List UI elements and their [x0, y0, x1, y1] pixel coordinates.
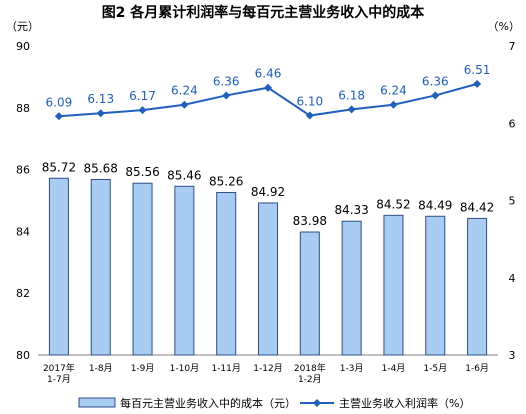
line-data-label: 6.17	[129, 89, 156, 103]
line-data-label: 6.09	[46, 95, 73, 109]
x-axis-tick-label: 1-10月	[170, 363, 199, 374]
line-point	[54, 112, 63, 121]
x-axis-tick-label: 2018年 1-2月	[294, 362, 326, 385]
line-point	[305, 111, 314, 120]
left-axis-tick-label: 80	[16, 349, 30, 362]
line-data-label: 6.10	[296, 95, 323, 109]
right-axis-unit: （%）	[488, 20, 520, 33]
line-data-label: 6.51	[464, 63, 491, 77]
right-axis-tick-label: 4	[509, 272, 516, 285]
left-axis-tick-label: 82	[16, 287, 30, 300]
bar-data-labels: 85.72 85.68 85.56 85.46 85.26 84.92 83.98 84.33…	[42, 160, 495, 228]
line-data-label: 6.24	[171, 84, 198, 98]
bar-data-label: 84.92	[251, 185, 285, 199]
line-data-labels: 6.09 6.13 6.17 6.24 6.36 6.46 6.10 6.18 6.24 6.36…	[46, 63, 491, 109]
line-point	[138, 106, 147, 115]
bar	[174, 185, 195, 356]
line-point	[389, 100, 398, 109]
bar	[299, 231, 320, 356]
bar-data-label: 85.72	[42, 160, 76, 174]
x-axis-tick-label: 1-4月	[382, 363, 406, 374]
bar-data-label: 84.33	[334, 203, 368, 217]
line-data-label: 6.46	[255, 67, 282, 81]
bar	[132, 182, 153, 356]
right-axis-tick-label: 5	[509, 195, 516, 208]
line-point	[473, 79, 482, 88]
bar	[216, 191, 237, 356]
line-data-label: 6.36	[213, 74, 240, 88]
line-data-label: 6.13	[87, 92, 114, 106]
line-point	[264, 83, 272, 92]
bar-data-label: 84.52	[376, 197, 410, 211]
right-axis-tick-label: 7	[509, 40, 516, 53]
bar	[467, 217, 488, 356]
bar-data-label: 84.49	[418, 198, 452, 212]
line-point	[96, 109, 105, 118]
left-axis-tick-label: 86	[16, 164, 30, 177]
line-point	[180, 100, 189, 109]
x-axis-tick-label: 1-8月	[89, 363, 113, 374]
bar-data-label: 83.98	[293, 214, 327, 228]
bar-data-label: 85.26	[209, 174, 243, 188]
right-axis-tick-label: 3	[509, 349, 516, 362]
left-axis-tick-label: 88	[16, 102, 30, 115]
line-data-label: 6.24	[380, 84, 407, 98]
bar-data-label: 84.42	[460, 200, 494, 214]
chart-title: 图2 各月累计利润率与每百元主营业务收入中的成本	[102, 4, 426, 21]
x-axis-tick-label: 1-12月	[253, 363, 282, 374]
left-axis-tick-label: 90	[16, 40, 30, 53]
x-axis-tick-label: 1-3月	[340, 363, 364, 374]
left-axis-unit: （元）	[6, 20, 39, 33]
right-axis-tick-label: 6	[509, 117, 516, 130]
right-axis: 3 4 5 6 7	[509, 40, 516, 362]
x-axis-tick-label: 1-5月	[423, 363, 447, 374]
line-series	[54, 79, 482, 121]
x-axis-tick-label: 2017年 1-7月	[43, 362, 75, 385]
legend-bar-label: 每百元主营业务收入中的成本（元）	[120, 396, 296, 410]
bar	[258, 202, 278, 356]
bar	[341, 220, 362, 356]
line-data-label: 6.18	[338, 88, 365, 102]
bar-data-label: 85.56	[125, 165, 159, 179]
x-axis-ticks: 2017年 1-7月 1-8月 1-9月 1-10月 1-11月 1-12月 2018年 1-2…	[43, 362, 489, 385]
legend: 每百元主营业务收入中的成本（元） 主营业务收入利润率（%）	[78, 396, 470, 410]
line-data-label: 6.36	[422, 74, 449, 88]
bar-series	[48, 177, 488, 356]
legend-bar-swatch	[78, 397, 116, 408]
left-axis: 80 82 84 86 88 90	[16, 40, 30, 362]
bar	[90, 178, 111, 356]
line-point	[347, 105, 356, 114]
legend-line-marker	[313, 399, 321, 407]
line-point	[222, 91, 231, 100]
x-axis-tick-label: 1-6月	[465, 363, 489, 374]
x-axis-tick-label: 1-11月	[211, 363, 240, 374]
bar-data-label: 85.46	[167, 168, 201, 182]
bar	[383, 214, 404, 356]
bar	[48, 177, 69, 356]
legend-line-label: 主营业务收入利润率（%）	[339, 396, 470, 410]
bar-data-label: 85.68	[84, 161, 118, 175]
x-axis-tick-label: 1-9月	[131, 363, 155, 374]
bar	[425, 215, 446, 356]
line-point	[431, 91, 440, 100]
left-axis-tick-label: 84	[16, 225, 30, 238]
